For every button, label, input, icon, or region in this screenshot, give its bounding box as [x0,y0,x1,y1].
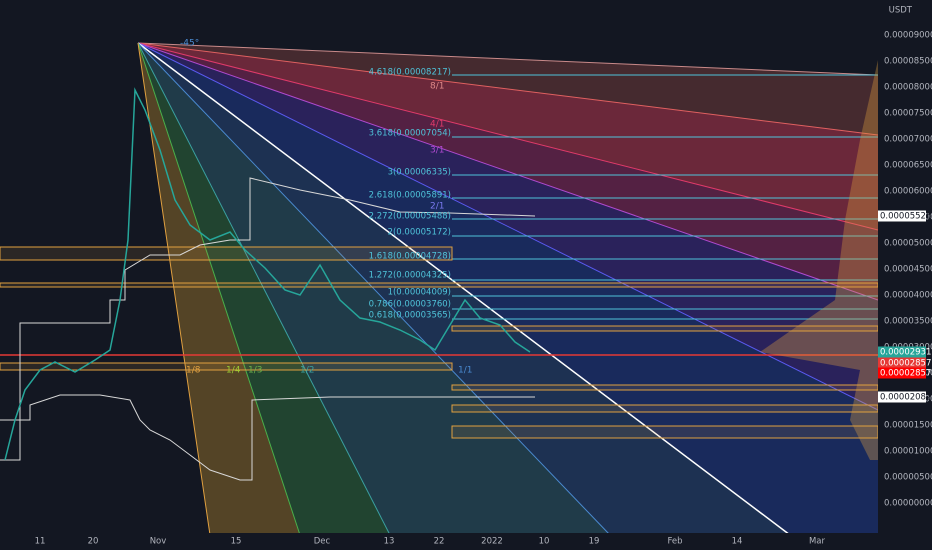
step-line [0,394,535,481]
price-label: 0.00001500 [884,421,932,431]
volume-profile [760,60,878,460]
fan-line [137,42,879,411]
time-label: 22 [434,537,445,547]
gann-label: 8/1 [430,82,444,92]
gann-label: -45° [180,39,199,49]
zone [0,246,453,261]
price-tag-bg [878,391,926,403]
time-label: 13 [384,537,395,547]
fib-label: 3(0.00006335) [388,168,451,178]
price-tag-bg [878,367,926,379]
zone [451,425,879,439]
time-label: 19 [589,537,600,547]
price-label: 0.00000500 [884,473,932,483]
price-axis-bg [878,0,932,550]
price-tag: 0.00002082 [880,393,931,403]
fib-label: 1(0.00004009) [388,288,451,298]
price-label: 0.00009000 [884,31,932,41]
gann-label: 2/1 [430,202,444,212]
fib-label: 2.272(0.00005488) [369,212,451,222]
price-label: 0.00007000 [884,135,932,145]
fan-line [137,42,879,136]
fib-label: 0.786(0.00003760) [369,300,451,310]
price-path [4,87,531,461]
price-label: 0.00001000 [884,447,932,457]
time-label: 15 [231,537,242,547]
price-label: 0.00004500 [884,265,932,275]
fib-labels: 4.618(0.00008217) 3.618(0.00007054) 3(0.00… [369,68,451,321]
fan-line [137,42,301,536]
fan-lines [137,42,879,536]
time-axis-bg [0,533,878,550]
price-label: 0.00005000 [884,239,932,249]
price-tag-bg [878,357,926,369]
fib-label: 1.618(0.00004728) [369,252,451,262]
price-label: 0.00003500 [884,317,932,327]
fib-lines [452,74,878,320]
price-tag: 0.00005526 [880,212,931,222]
gann-label: 1/3 [248,366,262,376]
price-label: 0.00007500 [884,109,932,119]
price-tags: 0.000055260.000029310.000028570.00002857… [878,210,931,403]
fib-label: 0.618(0.00003565) [369,311,451,321]
time-label: 20 [88,537,99,547]
zone [0,282,879,288]
gann-label: 1/1 [458,366,472,376]
fib-label: 2.618(0.00005891) [369,191,451,201]
zone [451,404,879,413]
price-tag: 0.00002931 [880,348,931,358]
zone [451,384,879,391]
fan-line [137,42,879,76]
time-axis: 11 20 Nov 15 Dec 13 22 2022 10 19 Feb 14 Mar [35,537,826,547]
time-label: 2022 [481,537,503,547]
time-label: Nov [150,537,167,547]
axis-unit: USDT [889,6,913,16]
time-label: Mar [809,537,826,547]
price-label: 0.00006000 [884,187,932,197]
fan-line [137,42,879,301]
fan-line [137,42,611,536]
fib-label: 2(0.00005172) [388,228,451,238]
gann-labels: -45° 8/1 4/1 3/1 2/1 1/8 1/4 1/3 1/2 1/1 [180,39,472,376]
price-label: 0.00000000 [884,499,932,509]
price-tag-bg [878,346,926,358]
price-label: 0.00006500 [884,161,932,171]
gann-label: 1/8 [186,366,201,376]
fib-label: 3.618(0.00007054) [369,129,451,139]
price-tag: 0.00002857 [880,359,931,369]
volume-profile-outline [0,177,536,481]
time-label: 14 [732,537,743,547]
gann-label: 1/4 [226,366,241,376]
time-label: 10 [539,537,550,547]
zone [0,362,453,371]
time-label: Feb [667,537,682,547]
gann-label: 1/2 [300,366,314,376]
step-line [0,177,536,461]
price-label: 0.00008000 [884,83,932,93]
price-label: 0.00008500 [884,57,932,67]
price-label: 0.00004000 [884,291,932,301]
time-label: 11 [35,537,46,547]
gann-label: 4/1 [430,120,444,130]
fib-label: 1.272(0.00004325) [369,271,451,281]
price-tag: 0.00002857 [880,369,931,379]
gann-fan [138,43,878,535]
fan-line [137,42,791,536]
gann-label: 3/1 [430,146,444,156]
fan-line [137,42,391,536]
price-tag-bg [878,210,926,222]
fib-label: 4.618(0.00008217) [369,68,451,78]
time-label: Dec [314,537,331,547]
